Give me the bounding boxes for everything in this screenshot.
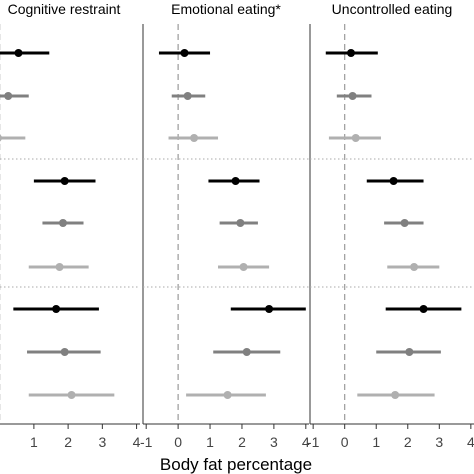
point-estimate	[236, 219, 245, 227]
point-estimate	[391, 391, 400, 399]
panel-2: Emotional eating* -1 0 1 2 3 4	[140, 1, 310, 450]
x-tick-label: 4	[133, 434, 141, 450]
point-estimate	[242, 348, 251, 356]
point-estimate	[183, 92, 192, 100]
point-estimate	[419, 305, 428, 313]
point-estimate	[348, 92, 357, 100]
x-tick-label: -1	[140, 434, 153, 450]
panel-title: Emotional eating*	[171, 1, 281, 17]
x-tick-label: 1	[372, 434, 380, 450]
point-estimate	[58, 219, 67, 227]
x-tick-label: 0	[341, 434, 349, 450]
x-tick-label: 4	[467, 434, 474, 450]
x-tick-label: -1	[307, 434, 320, 450]
point-estimate	[347, 49, 355, 57]
point-estimate	[190, 134, 199, 142]
panel-title: Uncontrolled eating	[332, 1, 453, 17]
point-estimate	[14, 49, 23, 57]
point-estimate	[60, 177, 69, 185]
x-tick-label: 3	[270, 434, 278, 450]
point-estimate	[389, 177, 398, 185]
x-tick-label: 3	[435, 434, 443, 450]
x-tick-label: 3	[98, 434, 106, 450]
x-axis-label: Body fat percentage	[160, 455, 312, 474]
point-estimate	[400, 219, 409, 227]
point-estimate	[52, 305, 61, 313]
point-estimate	[60, 348, 69, 356]
point-estimate	[55, 263, 64, 271]
point-estimate	[231, 177, 240, 185]
point-estimate	[180, 49, 189, 57]
x-tick-label: 2	[404, 434, 412, 450]
x-tick-label: 2	[238, 434, 246, 450]
x-tick-label: 1	[30, 434, 38, 450]
x-tick-label: 4	[302, 434, 310, 450]
x-tick-label: 2	[64, 434, 72, 450]
panel-1: Cognitive restraint 1 2 3 4	[0, 1, 141, 450]
point-estimate	[405, 348, 414, 356]
panel-3: Uncontrolled eating -1 0 1 2 3 4	[307, 1, 474, 450]
panel-title: Cognitive restraint	[8, 1, 121, 17]
point-estimate	[351, 134, 360, 142]
point-estimate	[67, 391, 76, 399]
point-estimate	[265, 305, 274, 313]
point-estimate	[239, 263, 248, 271]
point-estimate	[0, 134, 2, 142]
x-tick-label: 1	[206, 434, 214, 450]
point-estimate	[223, 391, 232, 399]
x-tick-label: 0	[174, 434, 182, 450]
point-estimate	[410, 263, 419, 271]
point-estimate	[4, 92, 13, 100]
